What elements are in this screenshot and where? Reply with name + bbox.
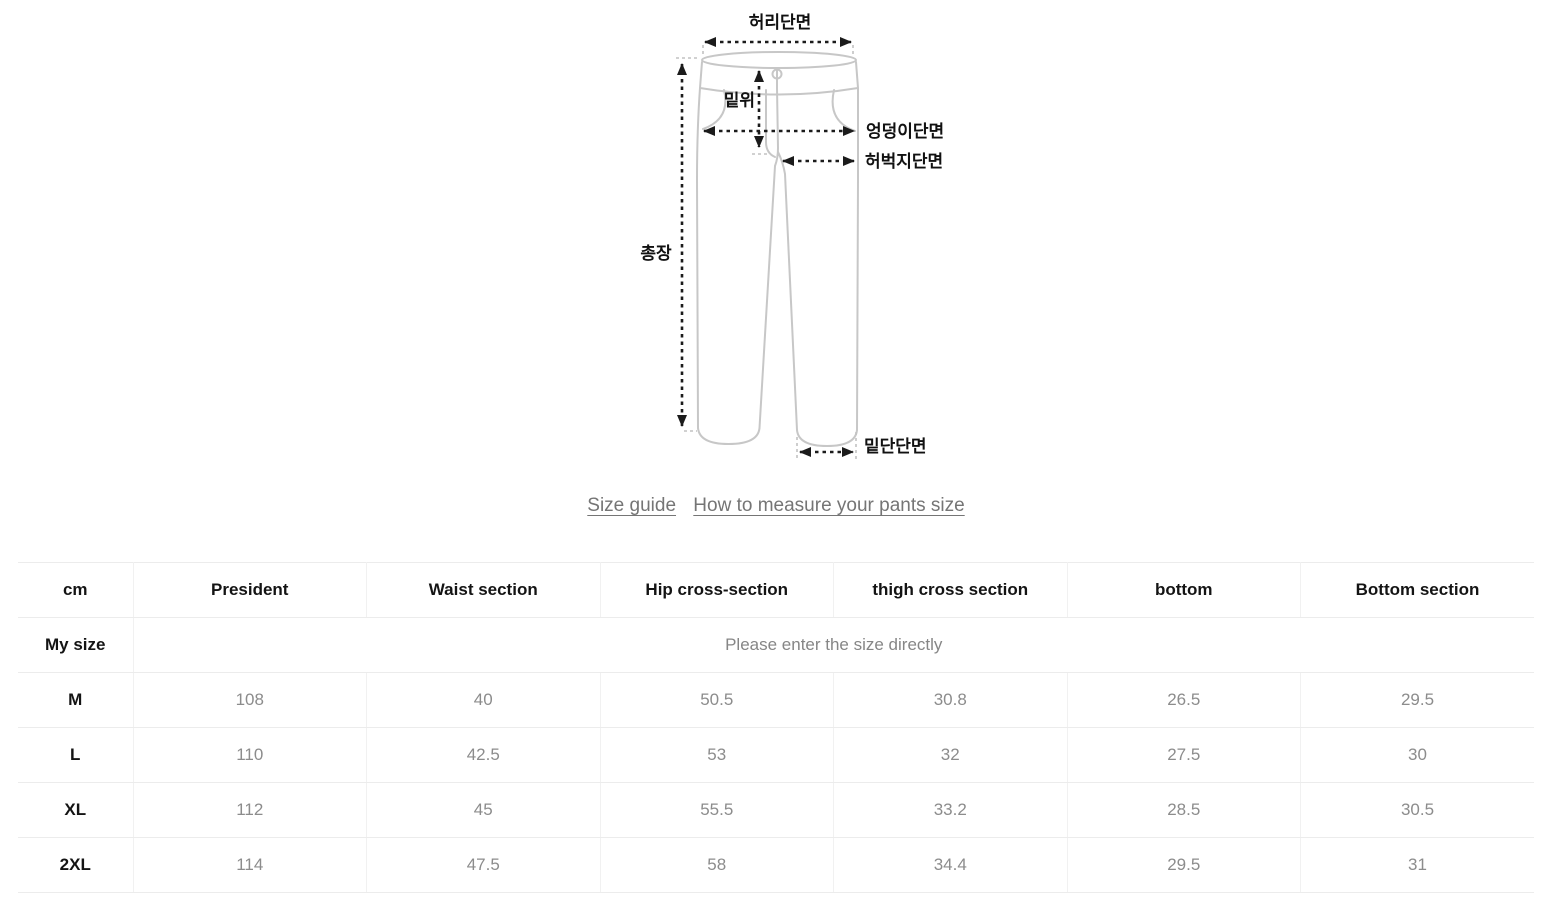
size-guide-links: Size guide How to measure your pants siz… <box>0 478 1552 518</box>
pants-measurement-diagram: 허리단면 밑위 엉덩이단면 허벅지단면 총장 밑단단면 <box>640 13 944 459</box>
size-value: 55.5 <box>600 782 834 838</box>
col-header-president: President <box>133 562 367 618</box>
size-value: 53 <box>600 727 834 783</box>
size-value: 30.5 <box>1300 782 1534 838</box>
size-value: 45 <box>366 782 601 838</box>
guide-lines <box>676 45 857 459</box>
size-label: M <box>18 672 134 728</box>
size-label: L <box>18 727 134 783</box>
total-length-label: 총장 <box>640 244 672 263</box>
size-value: 114 <box>133 837 367 893</box>
size-value: 110 <box>133 727 367 783</box>
right-pocket-curve <box>831 89 856 132</box>
left-pocket-curve <box>702 89 727 130</box>
size-value: 29.5 <box>1300 672 1534 728</box>
hip-width-label: 엉덩이단면 <box>866 122 944 141</box>
waist-width-label: 허리단면 <box>749 13 812 32</box>
size-value: 58 <box>600 837 834 893</box>
waistband-button <box>771 68 783 80</box>
size-value: 50.5 <box>600 672 834 728</box>
size-value: 31 <box>1300 837 1534 893</box>
pants-diagram-svg: 허리단면 밑위 엉덩이단면 허벅지단면 총장 밑단단면 <box>640 13 944 459</box>
size-value: 27.5 <box>1067 727 1301 783</box>
size-table-container: cm President Waist section Hip cross-sec… <box>18 562 1534 893</box>
col-header-unit: cm <box>18 562 134 618</box>
hem-width-label: 밑단단면 <box>864 437 927 456</box>
size-value: 47.5 <box>366 837 601 893</box>
my-size-label: My size <box>18 617 134 673</box>
size-value: 112 <box>133 782 367 838</box>
size-value: 42.5 <box>366 727 601 783</box>
how-to-measure-link[interactable]: How to measure your pants size <box>693 495 965 516</box>
col-header-hip: Hip cross-section <box>600 562 834 618</box>
size-label: 2XL <box>18 837 134 893</box>
size-row-m: M 108 40 50.5 30.8 26.5 29.5 <box>18 672 1534 728</box>
table-header-row: cm President Waist section Hip cross-sec… <box>18 562 1534 618</box>
size-value: 32 <box>833 727 1068 783</box>
thigh-width-label: 허벅지단면 <box>865 152 943 171</box>
size-row-xl: XL 112 45 55.5 33.2 28.5 30.5 <box>18 782 1534 838</box>
size-row-l: L 110 42.5 53 32 27.5 30 <box>18 727 1534 783</box>
size-guide-link[interactable]: Size guide <box>587 495 677 516</box>
size-value: 28.5 <box>1067 782 1301 838</box>
pants-outline <box>696 51 859 447</box>
size-value: 34.4 <box>833 837 1068 893</box>
size-value: 29.5 <box>1067 837 1301 893</box>
col-header-bottom-section: Bottom section <box>1300 562 1534 618</box>
size-value: 33.2 <box>833 782 1068 838</box>
size-label: XL <box>18 782 134 838</box>
size-value: 108 <box>133 672 367 728</box>
rise-label: 밑위 <box>724 91 755 110</box>
size-value: 40 <box>366 672 601 728</box>
size-value: 26.5 <box>1067 672 1301 728</box>
my-size-input-area[interactable]: Please enter the size directly <box>133 617 1534 673</box>
size-value: 30.8 <box>833 672 1068 728</box>
size-row-2xl: 2XL 114 47.5 58 34.4 29.5 31 <box>18 837 1534 893</box>
size-table: cm President Waist section Hip cross-sec… <box>18 562 1534 893</box>
size-value: 30 <box>1300 727 1534 783</box>
my-size-row: My size Please enter the size directly <box>18 617 1534 673</box>
col-header-thigh: thigh cross section <box>833 562 1068 618</box>
col-header-waist: Waist section <box>366 562 601 618</box>
col-header-bottom: bottom <box>1067 562 1301 618</box>
